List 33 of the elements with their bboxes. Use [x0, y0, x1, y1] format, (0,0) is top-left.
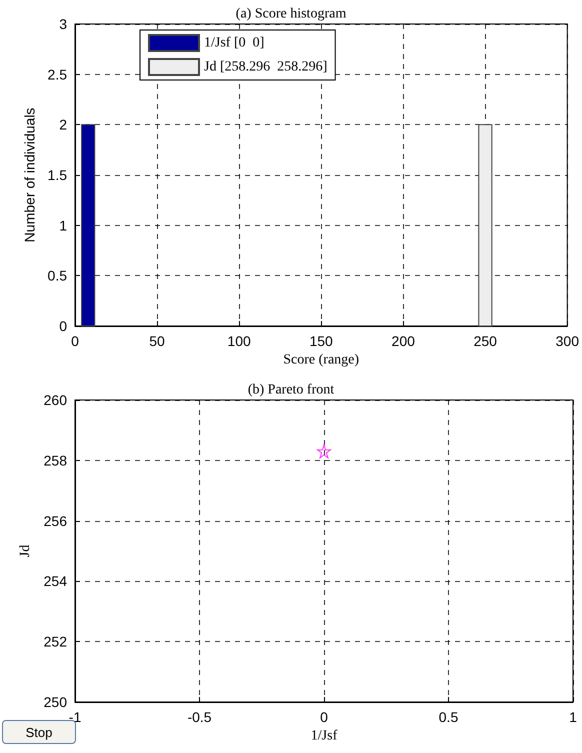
x-axis-title: 1/Jsf: [310, 728, 338, 744]
y-tick-label: 254: [44, 573, 68, 590]
x-tick-label: 1: [569, 709, 578, 725]
y-tick-label: 1: [59, 217, 68, 234]
chart-title: (a) Score histogram: [236, 6, 346, 22]
y-tick-label: 256: [44, 512, 68, 529]
x-tick-label: 50: [149, 333, 166, 349]
x-tick-label: 200: [392, 333, 416, 349]
y-tick-label: 260: [44, 392, 68, 408]
y-axis-title: Jd: [18, 544, 34, 558]
y-axis-title: Number of individuals: [22, 108, 38, 242]
legend-label: 1/Jsf [0 0]: [204, 36, 264, 50]
x-tick-label: 150: [309, 333, 334, 349]
button: Stop: [2, 720, 76, 744]
x-tick-label: 300: [556, 333, 580, 349]
y-tick-label: 258: [44, 452, 68, 468]
legend-label: Jd [258.296 258.296]: [204, 60, 328, 74]
x-tick-label: -0.5: [187, 709, 212, 725]
x-axis-title: Score (range): [283, 352, 360, 368]
x-tick-label: 0.5: [438, 709, 458, 725]
x-tick-label: 250: [474, 333, 498, 349]
x-tick-label: 0: [320, 709, 328, 725]
y-tick-label: 2.5: [48, 66, 68, 82]
x-tick-label: 100: [227, 333, 251, 349]
y-tick-label: 250: [44, 694, 68, 710]
y-tick-label: 3: [59, 16, 68, 32]
y-tick-label: 0: [59, 318, 68, 334]
y-tick-label: 2: [59, 116, 68, 133]
y-tick-label: 252: [44, 634, 68, 650]
y-tick-label: 0.5: [48, 268, 68, 284]
x-tick-label: 0: [71, 333, 80, 349]
chart-title: (b) Pareto front: [248, 382, 334, 398]
y-tick-label: 1.5: [48, 167, 68, 183]
